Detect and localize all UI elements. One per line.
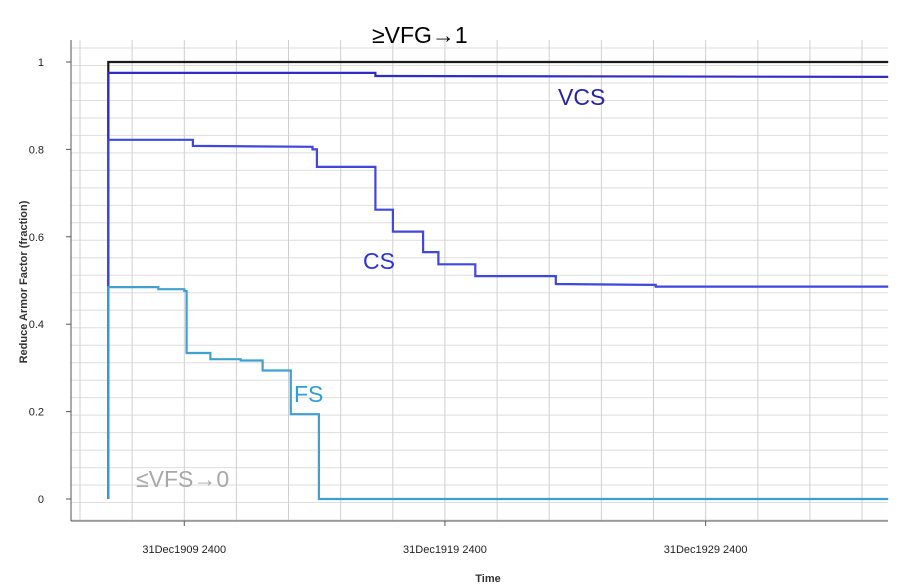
annotation-fs: FS: [294, 381, 323, 407]
series-line-cs: [107, 138, 889, 499]
x-tick-label: 31Dec1929 2400: [664, 544, 748, 556]
y-tick-labels: 0 0.2 0.4 0.6 0.8 1: [29, 57, 71, 506]
x-tick-label: 31Dec1919 2400: [403, 544, 487, 556]
annotation-vfs: ≤VFS→0: [136, 466, 229, 492]
y-tick-label: 1: [38, 57, 44, 69]
series-line-fs: [107, 286, 889, 501]
x-axis-title: Time: [475, 573, 500, 585]
x-tick-labels: 31Dec1909 2400 31Dec1919 2400 31Dec1929 24…: [142, 521, 748, 556]
series-lines: [107, 60, 889, 501]
grid-lines: [71, 40, 888, 521]
annotation-cs: CS: [363, 248, 395, 274]
y-tick-label: 0: [38, 494, 44, 506]
series-line-vfg: [107, 60, 889, 499]
annotation-vcs: VCS: [558, 84, 605, 110]
x-tick-label: 31Dec1909 2400: [142, 544, 226, 556]
y-tick-label: 0.4: [29, 319, 44, 331]
annotation-vfg: ≥VFG→1: [372, 22, 468, 48]
y-tick-label: 0.6: [29, 232, 44, 244]
y-axis-title: Reduce Armor Factor (fraction): [18, 200, 30, 363]
axes: [70, 40, 888, 522]
y-tick-label: 0.8: [29, 144, 44, 156]
y-tick-label: 0.2: [29, 407, 44, 419]
